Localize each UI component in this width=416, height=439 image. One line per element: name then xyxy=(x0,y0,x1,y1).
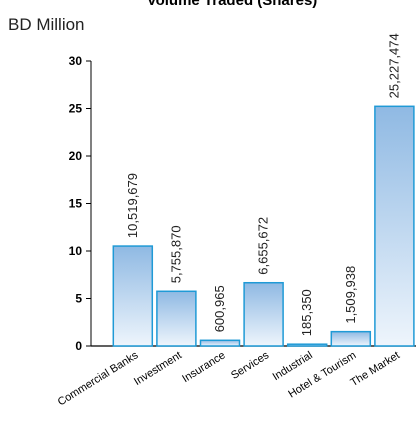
bar xyxy=(374,105,415,347)
x-tick-label: The Market xyxy=(348,349,402,389)
bar xyxy=(286,343,328,347)
y-tick-label: 10 xyxy=(69,244,83,258)
y-tick-label: 5 xyxy=(75,292,82,306)
data-labels: 10,519,679 5,755,870 600,965 6,655,672 185,3… xyxy=(125,33,402,336)
bar xyxy=(156,290,197,347)
x-tick-label: Investment xyxy=(132,349,184,388)
data-label: 600,965 xyxy=(212,285,227,332)
y-tick-label: 25 xyxy=(69,102,83,116)
y-tick-label: 15 xyxy=(69,197,83,211)
data-label: 185,350 xyxy=(299,289,314,336)
bar xyxy=(199,339,241,347)
data-label: 6,655,672 xyxy=(256,217,271,275)
bars xyxy=(112,105,415,347)
y-tick-label: 30 xyxy=(69,54,83,68)
y-axis-unit-label: BD Million xyxy=(8,15,85,34)
x-tick-label: Services xyxy=(229,349,272,382)
bar xyxy=(330,330,372,347)
data-label: 5,755,870 xyxy=(168,225,183,283)
chart-title: Volume Traded (Shares) xyxy=(147,0,318,9)
data-label: 1,509,938 xyxy=(343,266,358,324)
y-tick-label: 20 xyxy=(69,149,83,163)
data-label: 10,519,679 xyxy=(125,173,140,238)
data-label: 25,227,474 xyxy=(386,33,401,98)
y-tick-label: 0 xyxy=(75,339,82,353)
x-tick-label: Commercial Banks xyxy=(56,349,141,408)
bar xyxy=(112,245,154,347)
axes: 0 5 10 15 20 25 30 Commercial BanksInvestmentIn… xyxy=(56,54,416,408)
bar xyxy=(243,281,284,347)
x-tick-label: Insurance xyxy=(180,349,227,385)
